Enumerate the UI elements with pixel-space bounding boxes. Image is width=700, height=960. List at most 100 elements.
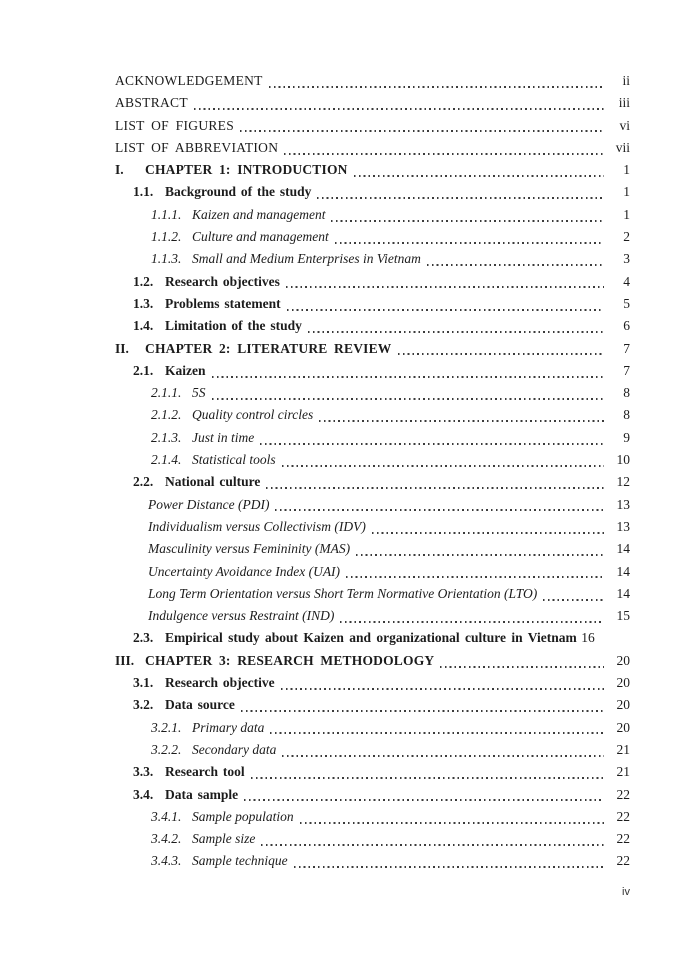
- toc-entry-title: 5S: [192, 385, 206, 401]
- toc-entry-page: 22: [616, 808, 631, 824]
- toc-entry: I. CHAPTER 1: INTRODUCTION 1: [115, 159, 630, 181]
- dot-leader: [244, 799, 604, 802]
- dot-leader: [268, 85, 604, 88]
- toc-entry-title: Long Term Orientation versus Short Term …: [148, 585, 538, 601]
- toc-entry-title: Empirical study about Kaizen and organiz…: [165, 630, 577, 646]
- toc-entry-number: 2.1.: [133, 362, 154, 378]
- toc-entry: 3.3. Research tool 21: [115, 761, 630, 783]
- toc-entry-title: Just in time: [192, 429, 255, 445]
- dot-leader: [211, 397, 604, 400]
- dot-leader: [285, 286, 604, 289]
- toc-entry-number: 3.4.1.: [151, 808, 182, 824]
- toc-entry: 1.3. Problems statement 5: [115, 293, 630, 315]
- toc-entry-title: Data sample: [165, 786, 239, 802]
- toc-entry-title: Data source: [165, 697, 235, 713]
- toc-entry-title: National culture: [165, 474, 261, 490]
- toc-entry: 3.2.2. Secondary data 21: [115, 739, 630, 761]
- toc-entry: 2.1.1. 5S 8: [115, 382, 630, 404]
- toc-entry-number: 2.1.2.: [151, 407, 182, 423]
- toc-entry-title: Limitation of the study: [165, 318, 302, 334]
- toc-entry: 2.1.3. Just in time 9: [115, 427, 630, 449]
- toc-entry-page: 8: [623, 385, 630, 401]
- toc-entry-number: II.: [115, 340, 129, 356]
- toc-entry: Indulgence versus Restraint (IND) 15: [115, 605, 630, 627]
- toc-entry-page: 9: [623, 429, 630, 445]
- dot-leader: [280, 687, 604, 690]
- toc-entry-page: 15: [616, 608, 631, 624]
- toc-entry: 3.2. Data source 20: [115, 694, 630, 716]
- toc-entry: Power Distance (PDI) 13: [115, 494, 630, 516]
- toc-entry-page: 3: [623, 251, 630, 267]
- toc-entry: 3.4.1. Sample population 22: [115, 806, 630, 828]
- toc-entry-page: 10: [616, 452, 631, 468]
- toc-entry-title: Sample technique: [192, 853, 288, 869]
- toc-entry-number: 3.2.2.: [151, 741, 182, 757]
- toc-entry: 2.2. National culture 12: [115, 471, 630, 493]
- toc-entry-page: 22: [616, 786, 631, 802]
- toc-entry-page: 20: [616, 697, 631, 713]
- toc-entry: LIST OF FIGURES vi: [115, 115, 630, 137]
- toc-entry-page: 6: [623, 318, 630, 334]
- toc-entry: 1.1.2. Culture and management 2: [115, 226, 630, 248]
- toc-entry-number: 1.1.3.: [151, 251, 182, 267]
- toc-entry-number: 1.1.2.: [151, 229, 182, 245]
- dot-leader: [270, 732, 604, 735]
- toc-entry-number: 3.2.1.: [151, 719, 182, 735]
- toc-entry-number: 3.4.: [133, 786, 154, 802]
- toc-entry-title: ABSTRACT: [115, 95, 188, 111]
- toc-entry-title: ACKNOWLEDGEMENT: [115, 73, 263, 88]
- toc-entry-page: 20: [616, 652, 631, 668]
- dot-leader: [299, 821, 604, 824]
- dot-leader: [281, 464, 604, 467]
- toc-entry: 3.4.3. Sample technique 22: [115, 850, 630, 872]
- toc-entry-page: 1: [623, 206, 630, 222]
- toc-entry-page: 14: [616, 563, 631, 579]
- toc-entry: 3.1. Research objective 20: [115, 672, 630, 694]
- toc-entry-title: Kaizen: [165, 362, 206, 378]
- dot-leader: [193, 108, 604, 111]
- dot-leader: [293, 866, 604, 869]
- dot-leader: [319, 420, 604, 423]
- toc-entry-number: I.: [115, 162, 124, 178]
- toc-entry-page: 13: [616, 518, 631, 534]
- dot-leader: [275, 509, 604, 512]
- toc-entry-page: 20: [616, 719, 631, 735]
- dot-leader: [331, 219, 604, 222]
- toc-entry-page: 13: [616, 496, 631, 512]
- toc-entry: Masculinity versus Femininity (MAS) 14: [115, 538, 630, 560]
- toc-entry-number: 1.1.: [133, 184, 154, 200]
- dot-leader: [240, 710, 604, 713]
- toc-entry-page: 4: [623, 273, 630, 289]
- toc-entry-page: vi: [619, 117, 630, 133]
- dot-leader: [240, 130, 604, 133]
- dot-leader: [250, 777, 604, 779]
- dot-leader: [260, 442, 604, 445]
- toc-entry: LIST OF ABBREVIATION vii: [115, 137, 630, 159]
- toc-entry-title: Secondary data: [192, 741, 277, 757]
- dot-leader: [353, 174, 604, 177]
- toc-entry-page: 7: [623, 362, 630, 378]
- toc-entry-page: 2: [623, 229, 630, 245]
- toc-entry-page: vii: [615, 139, 630, 155]
- toc-entry: 2.1.4. Statistical tools 10: [115, 449, 630, 471]
- toc-entry-page: 21: [616, 764, 631, 780]
- toc-entry: 2.3. Empirical study about Kaizen and org…: [115, 627, 630, 649]
- toc-entry-title: Sample population: [192, 808, 294, 824]
- dot-leader: [356, 554, 604, 557]
- toc-entry-title: Sample size: [192, 831, 256, 847]
- toc-entry-page: 8: [623, 407, 630, 423]
- dot-leader: [266, 487, 604, 490]
- toc-entry-title: Research objectives: [165, 273, 280, 289]
- toc-entry: 3.4.2. Sample size 22: [115, 828, 630, 850]
- toc-entry: 2.1. Kaizen 7: [115, 360, 630, 382]
- toc-entry: 1.2. Research objectives 4: [115, 271, 630, 293]
- toc-entry-title: Research tool: [165, 764, 245, 780]
- toc-entry-number: 1.4.: [133, 318, 154, 334]
- toc-entry-number: 3.4.2.: [151, 831, 182, 847]
- toc-entry: 1.1.1. Kaizen and management 1: [115, 204, 630, 226]
- toc-list: ACKNOWLEDGEMENT ii ABSTRACT iii LIST OF FIGU…: [115, 70, 630, 873]
- toc-entry-page: 20: [616, 675, 631, 691]
- toc-entry-title: Problems statement: [165, 295, 281, 311]
- toc-entry-title: Primary data: [192, 719, 265, 735]
- dot-leader: [440, 665, 604, 668]
